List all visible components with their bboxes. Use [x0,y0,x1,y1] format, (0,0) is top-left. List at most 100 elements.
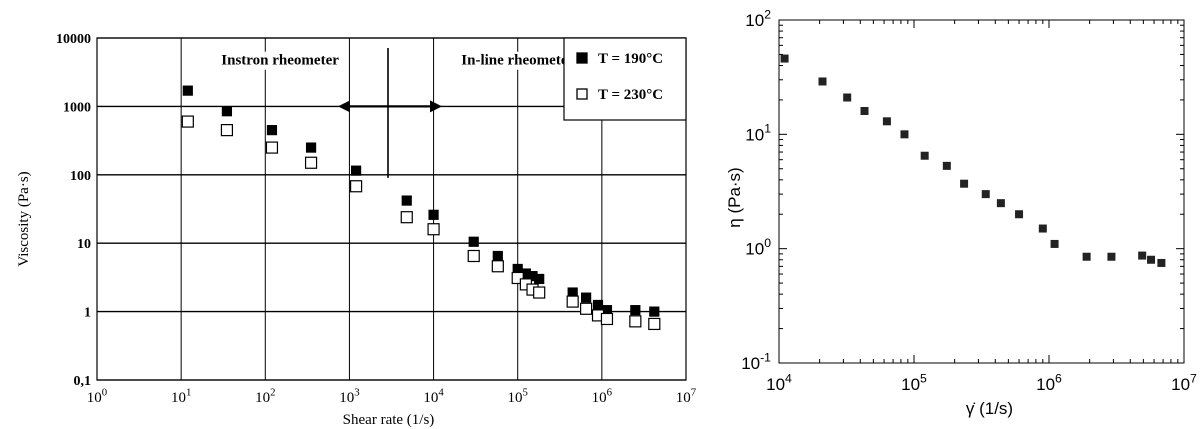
annotation-background [458,51,578,70]
x-tick-label-base: 10 [676,390,691,406]
data-point [1147,255,1156,264]
x-tick-label: 101 [171,386,191,406]
data-point-230c [400,211,413,224]
data-point-190c [468,236,479,247]
y-tick-label: 0,1 [74,374,92,389]
x-tick-label-exponent: 6 [607,386,613,398]
data-point [1107,252,1116,261]
y-tick-label: 10 [77,237,91,252]
y-tick-label-exponent: 2 [764,7,771,21]
x-tick-label-base: 10 [423,390,438,406]
data-point [942,161,951,170]
data-point-230c [566,295,579,308]
data-point-190c [221,106,233,117]
y-tick-label-exponent: 1 [764,122,771,136]
data-point-190c [630,305,641,316]
x-tick-label-exponent: 4 [785,371,792,385]
data-point [1157,258,1166,267]
x-axis-label: Shear rate (1/s) [343,412,435,428]
data-point-230c [427,223,440,236]
data-point [882,117,891,126]
legend-label: T = 230°C [598,87,663,103]
x-tick-label-exponent: 0 [102,386,107,398]
x-tick-label-exponent: 2 [270,386,275,398]
data-point [843,93,852,102]
x-tick-label-exponent: 4 [438,386,444,398]
instron-annotation: Instron rheometer [221,53,339,69]
x-tick-label: 103 [339,386,359,406]
data-point-230c [600,312,614,326]
plot-frame [778,19,1185,364]
x-tick-label: 107 [676,386,697,406]
data-point [900,130,909,139]
data-point [1015,210,1024,219]
y-tick-label-base: 10 [741,354,760,373]
x-axis-label: γ̇ (1/s) [966,399,1013,418]
data-point-230c [533,286,546,299]
y-tick-label-base: 10 [745,125,764,144]
data-point-230c [304,156,318,169]
x-tick-label-exponent: 5 [523,386,528,398]
y-axis-label: η (Pa·s) [725,167,744,227]
legend-box [563,37,687,121]
x-tick-label-base: 10 [1171,375,1190,394]
y-tick-label-base: 10 [745,240,764,259]
data-point-190c [305,142,317,153]
data-point [1038,224,1047,233]
data-point-190c [182,85,193,96]
x-tick-label-base: 10 [766,375,785,394]
x-tick-label-base: 10 [901,375,920,394]
left-chart: 100 101 102 103 104 105 106 1070,11101001000100… [16,32,697,428]
data-point-190c [401,195,412,206]
x-tick-label-exponent: 3 [354,386,359,398]
x-tick-label-exponent: 7 [691,386,697,398]
plot-frame [96,37,687,381]
y-tick-label: 100 [70,169,91,184]
y-axis-label: Viscosity (Pa·s) [16,171,32,266]
data-point [780,54,789,63]
x-tick-label: 107 [1171,371,1197,394]
x-tick-label: 106 [592,386,613,406]
y-tick-label: 101 [745,122,771,145]
legend-marker [576,52,588,64]
y-tick-label-base: 10 [745,11,764,30]
data-point [996,199,1005,208]
data-point [1138,251,1147,260]
x-tick-label: 106 [1036,371,1062,394]
x-tick-label-exponent: 5 [920,371,927,385]
data-point-230c [220,124,234,137]
y-tick-label: 102 [745,7,771,30]
x-tick-label-base: 10 [87,390,102,406]
x-tick-label-base: 10 [508,390,523,406]
x-tick-label: 100 [87,386,107,406]
x-tick-label-exponent: 7 [1190,371,1197,385]
data-point-230c [467,249,480,263]
annotation-background [218,51,343,70]
data-point-230c [629,315,642,328]
y-tick-label: 1 [84,306,91,321]
range-arrow-right-head [430,100,442,113]
inline-annotation: In-line rheometer [461,53,574,69]
x-tick-label: 104 [766,371,792,394]
data-point-230c [648,317,661,331]
y-tick-label: 10-1 [741,350,771,373]
data-point-190c [649,306,660,317]
legend-label: T = 190°C [598,51,663,67]
data-point [860,106,869,115]
x-tick-label-exponent: 6 [1055,371,1062,385]
x-tick-label: 102 [255,386,275,406]
x-tick-label: 105 [901,371,927,394]
x-tick-label-base: 10 [255,390,270,406]
data-point-230c [511,271,524,285]
data-point-190c [266,125,278,136]
data-point [981,190,990,199]
y-tick-label: 100 [745,236,771,259]
x-tick-label-exponent: 1 [186,386,191,398]
data-point-230c [349,180,363,193]
y-tick-label: 10000 [56,32,91,47]
data-point-190c [581,292,592,303]
data-point [818,77,827,86]
data-point [960,179,969,188]
